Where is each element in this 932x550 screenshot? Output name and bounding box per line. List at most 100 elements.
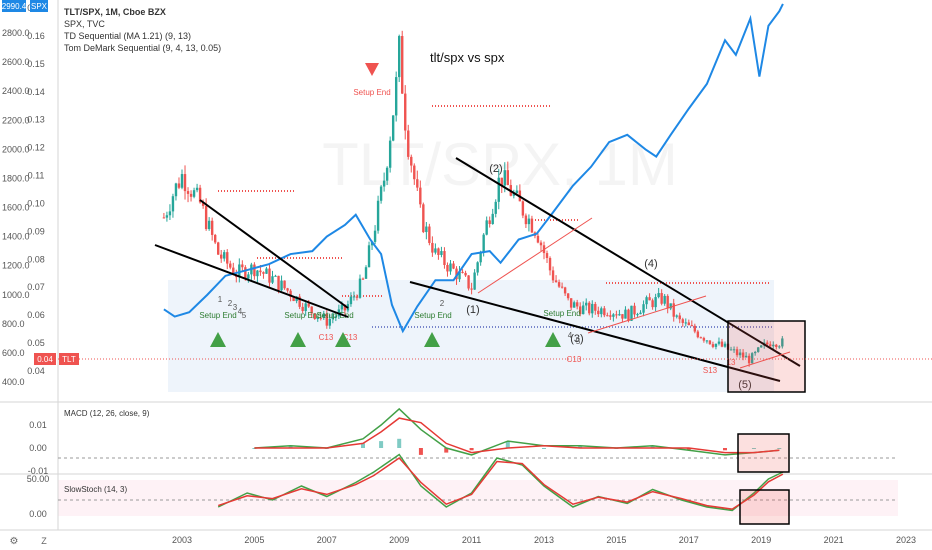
candle-body: [476, 262, 479, 273]
candle-body: [322, 313, 325, 318]
candle-body: [310, 306, 313, 314]
candle-body: [180, 174, 184, 188]
legend-indicator[interactable]: Tom DeMark Sequential (9, 4, 13, 0.05): [64, 43, 222, 53]
macd-line[interactable]: [254, 407, 780, 456]
candle-body: [497, 177, 500, 202]
tlt-candles: [162, 30, 784, 367]
x-tick-label: 2019: [751, 535, 771, 545]
candle-body: [669, 303, 672, 309]
candle-body: [171, 196, 175, 212]
candle-body: [313, 313, 316, 319]
macd-histogram-bar: [418, 448, 423, 455]
candle-body: [732, 349, 736, 351]
indicator-panes: [58, 407, 898, 512]
candle-body: [606, 315, 609, 317]
candle-body: [717, 341, 721, 344]
tlt-symbol-badge: [59, 353, 79, 365]
chart-annotation: 4: [238, 307, 243, 316]
td-levels: [218, 105, 774, 328]
candle-body: [370, 241, 374, 246]
candle-body: [756, 347, 760, 352]
chart-legend[interactable]: TLT/SPX, 1M, Cboe BZX SPX, TVC TD Sequen…: [64, 6, 221, 54]
candle-body: [624, 309, 627, 319]
candle-body: [458, 271, 461, 280]
x-tick-label: 2023: [896, 535, 916, 545]
y-tick-label-right: 0.06: [27, 310, 45, 320]
candle-body: [419, 187, 422, 205]
candle-body: [259, 270, 262, 273]
candle-body: [530, 218, 534, 233]
candle-body: [174, 183, 178, 197]
y-tick-label-left: 2600.0: [2, 57, 30, 67]
candle-body: [585, 302, 588, 306]
chart-annotation: 4: [568, 331, 573, 340]
candle-body: [376, 200, 380, 231]
candle-body: [494, 201, 497, 214]
macd-tick-label: 0.00: [29, 443, 47, 453]
sell-setup-triangle: [365, 63, 379, 76]
highlight-box[interactable]: [739, 489, 790, 525]
candle-body: [192, 190, 196, 197]
y-tick-label-left: 1400.0: [2, 232, 30, 242]
candle-body: [675, 315, 678, 317]
highlight-box[interactable]: [727, 320, 806, 393]
candle-body: [183, 174, 187, 192]
candle-body: [750, 353, 754, 364]
candle-body: [563, 287, 567, 294]
candle-body: [283, 280, 286, 289]
candle-body: [569, 298, 573, 308]
candle-body: [615, 314, 618, 316]
chart-annotation: Setup End: [284, 311, 321, 320]
highlight-box[interactable]: [737, 433, 790, 473]
gear-icon[interactable]: ⚙: [10, 536, 19, 547]
trendline-red[interactable]: [587, 295, 707, 334]
trendline[interactable]: [409, 281, 781, 382]
trendline[interactable]: [455, 157, 801, 367]
candle-body: [301, 306, 304, 312]
log-scale-icon[interactable]: Z: [41, 536, 47, 546]
candle-body: [217, 242, 220, 255]
candle-body: [449, 263, 452, 272]
candle-body: [467, 275, 470, 289]
stoch-label[interactable]: SlowStoch (14, 3): [64, 485, 127, 494]
x-tick-label: 2021: [824, 535, 844, 545]
buy-setup-triangle: [335, 332, 351, 347]
signal-line[interactable]: [254, 417, 780, 454]
candle-body: [168, 211, 172, 216]
legend-symbol[interactable]: TLT/SPX, 1M, Cboe BZX: [64, 7, 166, 17]
trendline[interactable]: [154, 244, 349, 318]
buy-setup-triangle: [290, 332, 306, 347]
legend-indicator[interactable]: TD Sequential (MA 1.21) (9, 13): [64, 31, 192, 41]
candle-body: [666, 295, 669, 309]
y-tick-label-right: 0.08: [27, 254, 45, 264]
candle-body: [572, 302, 576, 308]
tlt-price-badge-text: 0.04: [37, 355, 53, 364]
candle-body: [443, 251, 446, 266]
macd-histogram-bar: [777, 448, 782, 449]
annotation-title[interactable]: tlt/spx vs spx: [430, 50, 505, 65]
chart-annotation: C13: [343, 333, 358, 342]
stoch-k-line[interactable]: [217, 453, 784, 512]
candle-body: [286, 288, 289, 291]
trendline[interactable]: [199, 199, 349, 309]
y-tick-label-right: 0.07: [27, 282, 45, 292]
spx-line[interactable]: [163, 3, 784, 334]
candle-body: [503, 170, 506, 186]
trendline-red[interactable]: [477, 217, 593, 294]
candle-body: [735, 349, 739, 356]
candle-body: [702, 337, 706, 341]
candle-body: [612, 314, 615, 317]
trendline-red[interactable]: [739, 351, 791, 369]
candle-body: [340, 304, 344, 310]
candle-body: [693, 325, 697, 332]
candle-body: [352, 296, 356, 298]
candle-body: [663, 295, 666, 304]
macd-histogram-bar: [723, 448, 727, 451]
stoch-d-line[interactable]: [217, 457, 784, 510]
candle-body: [437, 248, 440, 255]
candle-body: [575, 302, 579, 307]
legend-overlay[interactable]: SPX, TVC: [64, 19, 105, 29]
candle-body: [452, 263, 455, 269]
macd-label[interactable]: MACD (12, 26, close, 9): [64, 409, 150, 418]
